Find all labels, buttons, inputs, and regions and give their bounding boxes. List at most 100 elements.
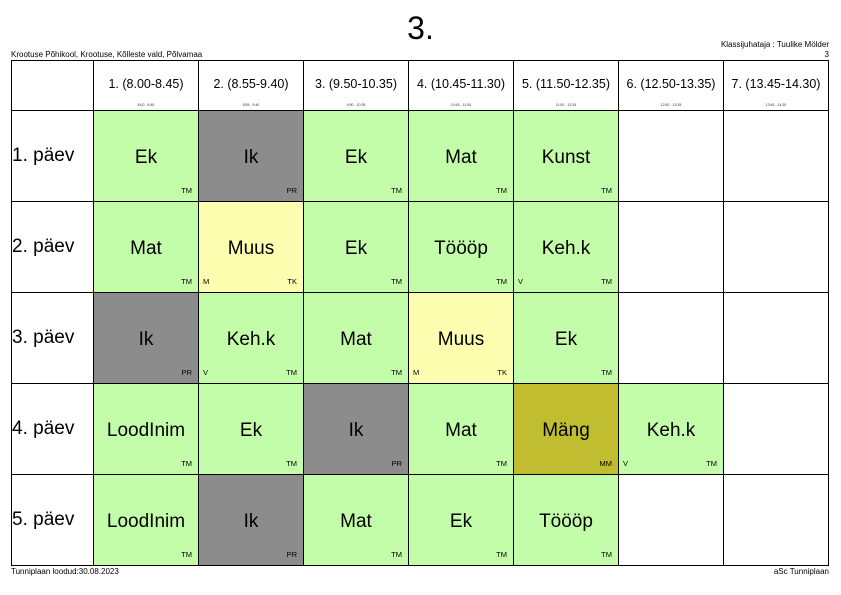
lesson-teacher: PR xyxy=(181,368,192,377)
empty-cell xyxy=(723,201,829,293)
lesson-subject: Mäng xyxy=(542,420,590,441)
lesson-subject: Ik xyxy=(243,511,259,532)
lesson-cell[interactable]: Mat TM xyxy=(93,201,199,293)
lesson-cell[interactable]: Ik PR xyxy=(198,110,304,202)
lesson-cell[interactable]: Ek TM xyxy=(408,474,514,566)
lesson-teacher: TM xyxy=(286,459,297,468)
lesson-teacher: PR xyxy=(391,459,402,468)
lesson-teacher: TM xyxy=(601,186,612,195)
lesson-teacher: TM xyxy=(601,550,612,559)
lesson-cell[interactable]: Keh.k V TM xyxy=(198,292,304,384)
period-label: 4. (10.45-11.30) xyxy=(416,77,506,91)
lesson-cell[interactable]: LoodInim TM xyxy=(93,474,199,566)
lesson-group: M xyxy=(413,368,420,377)
period-time: 9:50 - 10:35 xyxy=(346,103,366,107)
period-header: 1. (8.00-8.45) 8:00 - 8:45 xyxy=(93,60,199,111)
period-time: 12:50 - 13:35 xyxy=(660,103,682,107)
lesson-teacher: TM xyxy=(391,368,402,377)
day-label: 5. päev xyxy=(11,474,94,566)
period-header: 5. (11.50-12.35) 11:50 - 12:35 xyxy=(513,60,619,111)
lesson-teacher: TM xyxy=(181,277,192,286)
period-header: 3. (9.50-10.35) 9:50 - 10:35 xyxy=(303,60,409,111)
day-label: 4. päev xyxy=(11,383,94,475)
day-row: 4. päev LoodInim TM Ek TM Ik PR Mat TM Mäng MM Keh.… xyxy=(11,383,829,475)
lesson-subject: Keh.k xyxy=(646,420,696,441)
lesson-teacher: TM xyxy=(286,368,297,377)
lesson-cell[interactable]: Ik PR xyxy=(198,474,304,566)
day-row: 1. päev Ek TM Ik PR Ek TM Mat TM Kunst TM xyxy=(11,110,829,202)
lesson-group: V xyxy=(203,368,209,377)
lesson-cell[interactable]: Muus M TK xyxy=(408,292,514,384)
lesson-cell[interactable]: Muus M TK xyxy=(198,201,304,293)
lesson-cell[interactable]: Ek TM xyxy=(513,292,619,384)
lesson-subject: Töööp xyxy=(434,238,488,259)
lesson-group: M xyxy=(203,277,210,286)
lesson-cell[interactable]: Ik PR xyxy=(303,383,409,475)
page-title: 3. xyxy=(407,10,434,46)
lesson-subject: Mat xyxy=(340,511,372,532)
lesson-cell[interactable]: Mat TM xyxy=(303,292,409,384)
empty-cell xyxy=(618,474,724,566)
lesson-teacher: TM xyxy=(601,277,612,286)
lesson-subject: Muus xyxy=(227,238,275,259)
lesson-teacher: TM xyxy=(496,277,507,286)
empty-cell xyxy=(618,292,724,384)
lesson-subject: LoodInim xyxy=(106,420,186,441)
period-time: 11:50 - 12:35 xyxy=(555,103,577,107)
day-label: 3. päev xyxy=(11,292,94,384)
lesson-group: V xyxy=(623,459,629,468)
lesson-cell[interactable]: Keh.k V TM xyxy=(618,383,724,475)
period-header-row: 1. (8.00-8.45) 8:00 - 8:45 2. (8.55-9.40) 8… xyxy=(11,60,829,111)
day-label: 1. päev xyxy=(11,110,94,202)
period-label: 5. (11.50-12.35) xyxy=(521,77,611,91)
period-time: 10:45 - 11:30 xyxy=(450,103,472,107)
lesson-subject: Ek xyxy=(554,329,578,350)
day-row: 3. päev Ik PR Keh.k V TM Mat TM Muus M TK Ek TM xyxy=(11,292,829,384)
lesson-subject: Keh.k xyxy=(541,238,591,259)
empty-cell xyxy=(723,383,829,475)
lesson-teacher: PR xyxy=(286,550,297,559)
lesson-teacher: TM xyxy=(391,550,402,559)
empty-cell xyxy=(618,110,724,202)
lesson-cell[interactable]: Mat TM xyxy=(303,474,409,566)
lesson-subject: Mat xyxy=(445,420,477,441)
lesson-cell[interactable]: Ek TM xyxy=(198,383,304,475)
lesson-cell[interactable]: Ek TM xyxy=(93,110,199,202)
empty-cell xyxy=(618,201,724,293)
corner-cell xyxy=(11,60,94,111)
lesson-subject: Kunst xyxy=(541,147,591,168)
lesson-cell[interactable]: Töööp TM xyxy=(513,474,619,566)
lesson-subject: Ik xyxy=(243,147,259,168)
period-label: 7. (13.45-14.30) xyxy=(731,77,821,91)
lesson-subject: Ek xyxy=(344,147,368,168)
lesson-teacher: TM xyxy=(601,368,612,377)
lesson-subject: Ek xyxy=(344,238,368,259)
period-label: 6. (12.50-13.35) xyxy=(626,77,716,91)
empty-cell xyxy=(723,110,829,202)
lesson-teacher: MM xyxy=(599,459,613,468)
lesson-subject: Muus xyxy=(437,329,485,350)
lesson-cell[interactable]: Ek TM xyxy=(303,201,409,293)
created-date: Tunniplaan loodud:30.08.2023 xyxy=(11,567,119,576)
lesson-cell[interactable]: Mäng MM xyxy=(513,383,619,475)
timetable: 1. (8.00-8.45) 8:00 - 8:45 2. (8.55-9.40) 8… xyxy=(11,60,829,566)
day-row: 5. päev LoodInim TM Ik PR Mat TM Ek TM Töööp TM xyxy=(11,474,829,566)
lesson-cell[interactable]: Kunst TM xyxy=(513,110,619,202)
period-time: 8:55 - 9:40 xyxy=(242,103,260,107)
lesson-cell[interactable]: Mat TM xyxy=(408,383,514,475)
lesson-cell[interactable]: Keh.k V TM xyxy=(513,201,619,293)
timetable-body: 1. päev Ek TM Ik PR Ek TM Mat TM Kunst TM 2. päev Ma… xyxy=(11,110,829,566)
period-time: 8:00 - 8:45 xyxy=(137,103,155,107)
lesson-cell[interactable]: Ik PR xyxy=(93,292,199,384)
period-time: 13:45 - 14:30 xyxy=(765,103,787,107)
class-teacher-block: Klassijuhataja : Tuulike Mölder 3 xyxy=(721,40,829,60)
lesson-subject: LoodInim xyxy=(106,511,186,532)
lesson-cell[interactable]: Mat TM xyxy=(408,110,514,202)
lesson-cell[interactable]: LoodInim TM xyxy=(93,383,199,475)
lesson-cell[interactable]: Ek TM xyxy=(303,110,409,202)
empty-cell xyxy=(723,474,829,566)
lesson-teacher: PR xyxy=(286,186,297,195)
day-row: 2. päev Mat TM Muus M TK Ek TM Töööp TM Keh.k V TM xyxy=(11,201,829,293)
lesson-teacher: TM xyxy=(391,277,402,286)
lesson-cell[interactable]: Töööp TM xyxy=(408,201,514,293)
